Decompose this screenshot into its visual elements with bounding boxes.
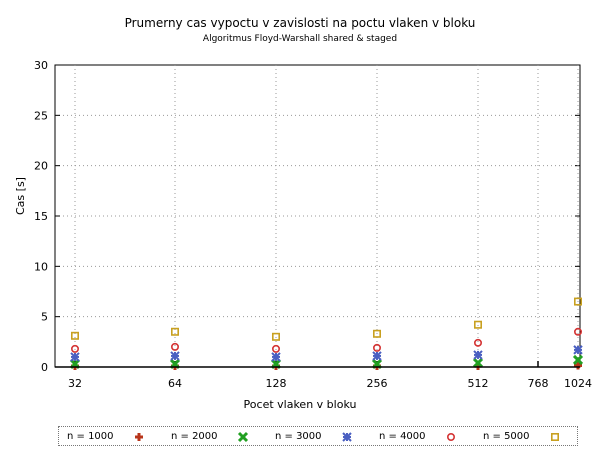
data-point: [71, 344, 80, 353]
data-point: [572, 354, 584, 366]
y-tick-label: 30: [34, 59, 48, 72]
data-point: [372, 343, 381, 352]
x-tick-label: 32: [68, 377, 82, 390]
legend-marker: [446, 432, 456, 442]
legend-marker-shape: [237, 431, 249, 443]
y-tick-label: 25: [34, 109, 48, 122]
plot-area: 0 5 10 15 20 25 30 32 64 128 256 512 768 1024: [34, 59, 592, 390]
data-point: [372, 329, 381, 338]
legend-label: n = 5000: [483, 431, 530, 442]
data-point: [573, 297, 582, 306]
legend-marker-shape: [550, 432, 560, 442]
data-point: [71, 331, 80, 340]
x-tick-label: 64: [168, 377, 182, 390]
legend-item: n = 3000: [275, 427, 379, 447]
x-tick-label: 768: [528, 377, 549, 390]
y-tick-label: 15: [34, 210, 48, 223]
y-tick-label: 0: [41, 361, 48, 374]
data-point: [171, 327, 180, 336]
legend-label: n = 2000: [171, 431, 218, 442]
legend: n = 1000 n = 2000 n = 3000 n = 4000 n = 5000: [58, 426, 578, 446]
chart-title: Prumerny cas vypoctu v zavislosti na poc…: [124, 16, 476, 30]
plot-frame: [54, 64, 581, 368]
legend-marker: [135, 433, 143, 441]
data-point: [473, 338, 482, 347]
y-tick-label: 10: [34, 260, 48, 273]
legend-item: n = 4000: [379, 427, 483, 447]
x-axis-label: Pocet vlaken v bloku: [243, 398, 357, 411]
legend-marker: [550, 432, 560, 442]
chart-subtitle: Algoritmus Floyd-Warshall shared & stage…: [202, 34, 398, 44]
data-point: [171, 342, 180, 351]
data-point: [271, 344, 280, 353]
legend-label: n = 4000: [379, 431, 426, 442]
legend-item: n = 2000: [171, 427, 275, 447]
data-point: [271, 332, 280, 341]
legend-label: n = 1000: [67, 431, 114, 442]
data-point: [573, 327, 582, 336]
x-tick-label: 128: [266, 377, 287, 390]
legend-marker: [342, 432, 352, 442]
legend-item: n = 5000: [483, 427, 587, 447]
legend-item: n = 1000: [67, 427, 171, 447]
x-tick-label: 512: [468, 377, 489, 390]
legend-marker: [237, 431, 249, 443]
x-tick-label: 1024: [564, 377, 592, 390]
y-tick-label: 5: [41, 311, 48, 324]
data-point: [472, 357, 484, 369]
legend-label: n = 3000: [275, 431, 322, 442]
legend-marker-shape: [446, 432, 456, 442]
x-tick-label: 256: [367, 377, 388, 390]
data-point: [473, 320, 482, 329]
y-tick-label: 20: [34, 160, 48, 173]
